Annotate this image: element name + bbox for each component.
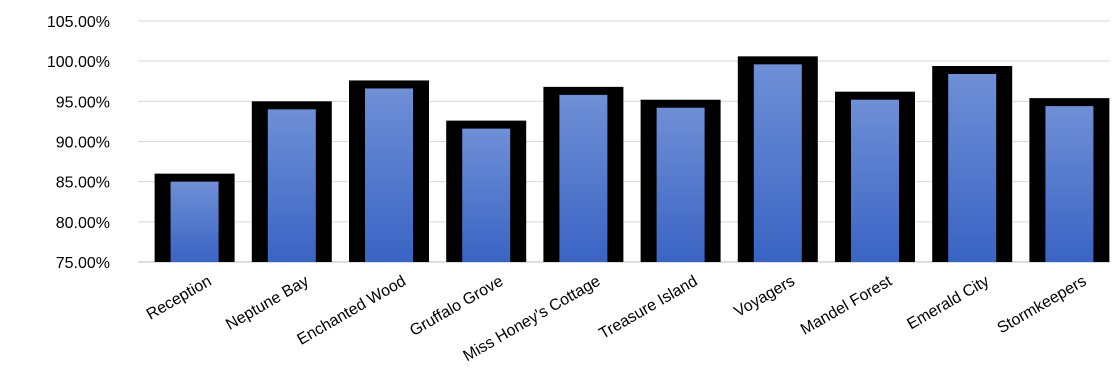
x-category-label: Reception [144, 273, 215, 324]
x-category-label: Neptune Bay [223, 273, 312, 334]
bar-fill [365, 88, 413, 263]
x-category-label: Voyagers [732, 273, 798, 321]
bar-fill [559, 94, 608, 262]
y-axis-tick-labels: 75.00% 80.00% 85.00% 90.00% 95.00% 100.00% 105… [47, 14, 110, 272]
x-category-label: Stormkeepers [995, 273, 1090, 338]
y-tick-label: 95.00% [56, 94, 110, 111]
x-category-label: Mandel Forest [798, 272, 896, 338]
bar-fill [1045, 106, 1094, 263]
bar-fill [462, 128, 511, 262]
bars [154, 56, 1110, 263]
x-category-label: Treasure Island [596, 273, 700, 343]
bar-fill [851, 99, 899, 263]
bar-fill [267, 109, 316, 262]
y-tick-label: 105.00% [47, 14, 110, 31]
x-category-label: Enchanted Wood [294, 273, 409, 349]
y-tick-label: 90.00% [56, 135, 110, 152]
x-category-label: Emerald City [904, 273, 992, 334]
bar-fill [948, 73, 997, 262]
x-category-label: Gruffalo Grove [407, 273, 506, 340]
y-tick-label: 100.00% [47, 54, 110, 71]
y-tick-label: 85.00% [56, 175, 110, 192]
bar-fill [170, 181, 219, 262]
bar-fill [753, 64, 802, 262]
y-tick-label: 80.00% [56, 215, 110, 232]
bar-fill [656, 107, 705, 262]
y-tick-label: 75.00% [56, 255, 110, 272]
